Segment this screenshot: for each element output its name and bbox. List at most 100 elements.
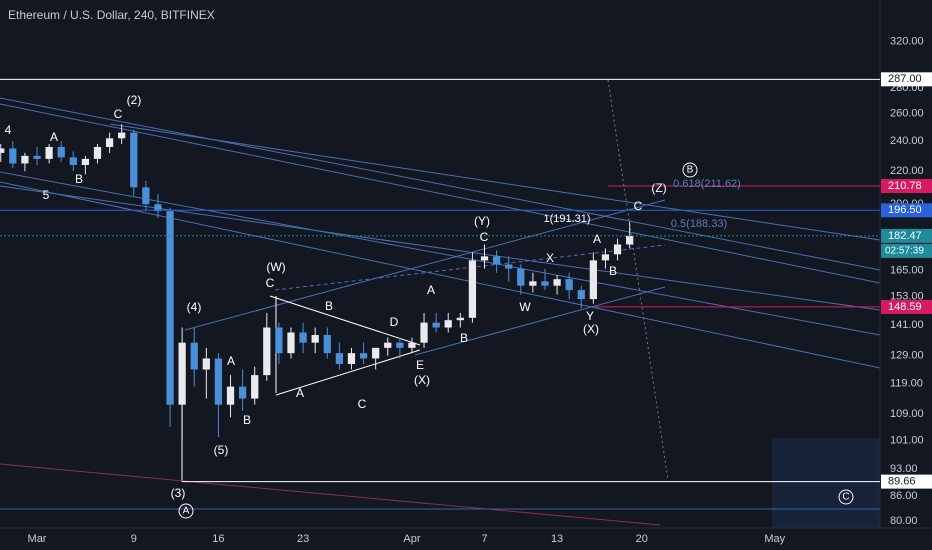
wave-label: A bbox=[427, 283, 435, 297]
candle-body bbox=[589, 260, 597, 300]
wave-label: A bbox=[227, 354, 235, 368]
candle-body bbox=[396, 342, 404, 348]
y-tick-label: 93.00 bbox=[890, 463, 918, 475]
wave-label: C bbox=[634, 199, 643, 213]
candle-body bbox=[553, 279, 561, 286]
shaded-zone bbox=[772, 438, 880, 528]
wave-label: E bbox=[416, 358, 424, 372]
price-box-label: 196.50 bbox=[888, 204, 922, 216]
candle-body bbox=[408, 342, 416, 348]
y-tick-label: 320.00 bbox=[890, 36, 924, 48]
wave-label: B bbox=[75, 172, 83, 186]
candle-body bbox=[190, 342, 198, 370]
circle-marker bbox=[178, 503, 194, 519]
candle-body bbox=[468, 260, 477, 318]
candle-body bbox=[323, 335, 331, 354]
candle-body bbox=[613, 244, 622, 255]
chart-title: Ethereum / U.S. Dollar, 240, BITFINEX bbox=[8, 8, 215, 22]
candle-body bbox=[577, 290, 585, 300]
wave-label: A bbox=[183, 506, 190, 517]
y-tick-label: 101.00 bbox=[890, 434, 924, 446]
wave-label: W bbox=[519, 300, 531, 314]
candle-body bbox=[45, 146, 53, 159]
candle-body bbox=[93, 146, 102, 159]
candle-body bbox=[251, 375, 259, 399]
fib-label: 0.5(188.33) bbox=[671, 218, 727, 230]
candle-body bbox=[9, 148, 17, 164]
wave-label: (Z) bbox=[651, 181, 666, 195]
candle-body bbox=[565, 279, 573, 291]
wave-label: B bbox=[687, 165, 694, 176]
x-tick-label: May bbox=[764, 533, 785, 545]
wave-label: B bbox=[460, 331, 468, 345]
candle-body bbox=[492, 256, 501, 265]
y-tick-label: 260.00 bbox=[890, 107, 924, 119]
wave-label: (Y) bbox=[474, 214, 490, 228]
candle-body bbox=[517, 268, 525, 286]
y-tick-label: 119.00 bbox=[890, 378, 923, 390]
wave-label: (3) bbox=[171, 486, 186, 500]
candle-body bbox=[33, 155, 41, 159]
time-line bbox=[607, 79, 669, 481]
candle-body bbox=[311, 335, 319, 343]
wave-label: (X) bbox=[414, 373, 430, 387]
price-box bbox=[881, 299, 932, 314]
candle-body bbox=[81, 158, 90, 166]
y-tick-label: 109.00 bbox=[890, 408, 924, 420]
candle-body bbox=[372, 347, 380, 359]
wave-label: A bbox=[50, 130, 58, 144]
candle-body bbox=[238, 386, 247, 399]
wave-label: C bbox=[358, 397, 367, 411]
candle-body bbox=[178, 342, 186, 405]
y-tick-label: 240.00 bbox=[890, 135, 924, 147]
wave-label: B bbox=[243, 413, 251, 427]
wave-label: B bbox=[609, 264, 617, 278]
x-tick-label: 7 bbox=[481, 533, 487, 545]
candle-body bbox=[142, 187, 150, 205]
y-tick-label: 220.00 bbox=[890, 165, 924, 177]
price-box bbox=[881, 474, 932, 489]
wave-label: 5 bbox=[43, 188, 50, 202]
countdown: 02:57:39 bbox=[885, 246, 924, 257]
candle-body bbox=[118, 132, 126, 139]
price-box bbox=[881, 179, 932, 194]
candle-body bbox=[226, 386, 235, 405]
candle-body bbox=[335, 353, 344, 364]
wave-label: D bbox=[390, 315, 399, 329]
candle-body bbox=[202, 358, 210, 370]
wave-label: (W) bbox=[266, 260, 285, 274]
candle-body bbox=[287, 332, 295, 354]
x-tick-label: 23 bbox=[297, 533, 309, 545]
circle-marker bbox=[682, 162, 698, 178]
lower-line bbox=[0, 463, 661, 526]
y-tick-label: 153.00 bbox=[890, 291, 924, 303]
price-box-label: 89.66 bbox=[888, 476, 916, 488]
candle-body bbox=[0, 148, 5, 153]
wave-label: Y bbox=[586, 309, 594, 323]
price-box bbox=[881, 72, 932, 87]
wave-label: C bbox=[842, 492, 849, 503]
x-tick-label: 13 bbox=[551, 533, 563, 545]
fib-label: 1(191.31) bbox=[543, 213, 590, 225]
circle-marker bbox=[838, 489, 854, 505]
x-tick-label: 16 bbox=[212, 533, 224, 545]
candle-body bbox=[214, 358, 223, 405]
wave-label: C bbox=[114, 107, 123, 121]
candle-body bbox=[529, 281, 537, 286]
x-tick-label: Apr bbox=[403, 533, 420, 545]
price-box bbox=[881, 203, 932, 218]
candle-body bbox=[456, 317, 464, 321]
candle-body bbox=[299, 332, 307, 343]
y-tick-label: 165.00 bbox=[890, 265, 924, 277]
y-tick-label: 129.00 bbox=[890, 350, 924, 362]
candle-body bbox=[505, 264, 513, 269]
price-box bbox=[881, 228, 932, 243]
x-tick-label: 9 bbox=[131, 533, 137, 545]
candle-body bbox=[130, 132, 138, 188]
wave-label: X bbox=[546, 251, 554, 265]
fib-label: 0.618(211.62) bbox=[673, 178, 741, 190]
x-tick-label: 20 bbox=[636, 533, 648, 545]
wave-label: B bbox=[325, 299, 333, 313]
candle-body bbox=[384, 342, 392, 348]
countdown-box bbox=[881, 243, 932, 258]
